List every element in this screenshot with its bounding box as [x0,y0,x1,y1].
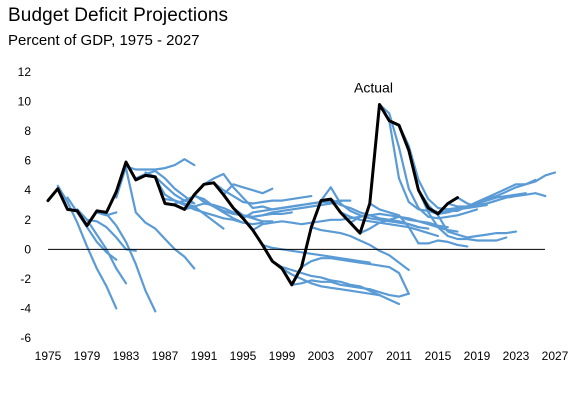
x-tick-label: 1991 [191,349,218,363]
projection-series-line [251,215,362,232]
projection-series-line [329,198,430,230]
projection-series-line [173,195,264,226]
chart-title: Budget Deficit Projections [8,5,229,26]
x-tick-label: 2023 [503,349,530,363]
projection-series-line [358,215,459,235]
y-tick-label: 0 [24,242,31,256]
projection-series-line [222,183,274,196]
y-tick-label: -4 [20,301,31,315]
x-tick-label: 2015 [425,349,452,363]
x-tick-label: 1987 [152,349,179,363]
y-tick-label: -6 [20,331,31,345]
actual-series-line [46,103,459,287]
x-tick-label: 2003 [308,349,335,363]
projection-series-line [378,103,479,220]
x-tick-label: 1983 [113,349,140,363]
projection-series-line [456,192,547,208]
projection-series-line [124,167,196,270]
x-tick-label: 1999 [269,349,296,363]
x-tick-label: 2019 [464,349,491,363]
annotation-actual: Actual [354,80,393,96]
y-tick-labels: -6 -4 -2 0 2 4 6 8 10 12 [18,65,32,345]
x-tick-label: 2011 [386,349,412,363]
projection-series-line [105,212,157,313]
projection-series-line [183,202,274,223]
projection-series-line [76,208,128,285]
projection-series-line [280,267,401,306]
y-tick-label: 12 [18,65,32,79]
x-tick-label: 2027 [542,349,569,363]
x-tick-labels: 1975 1979 1983 1987 1991 1995 1999 2003 2007 2011… [35,349,569,363]
projection-series-line [232,200,342,218]
projection-series-line [446,171,557,208]
y-tick-label: 10 [18,95,32,109]
projection-series-line [290,279,410,298]
actual-series-group [46,103,459,287]
y-tick-label: 2 [24,213,31,227]
y-tick-label: 6 [24,154,31,168]
series-group [56,103,557,313]
chart-subtitle: Percent of GDP, 1975 - 2027 [8,32,200,49]
projection-series-line [300,257,410,295]
y-tick-label: 8 [24,124,31,138]
y-tick-label: 4 [24,183,31,197]
projection-series-line [436,178,537,215]
x-tick-label: 2007 [347,349,374,363]
projection-series-line [212,181,313,205]
projection-series-line [56,184,118,310]
y-tick-label: -2 [20,272,31,286]
projection-series-line [310,226,410,272]
x-tick-label: 1995 [230,349,257,363]
x-tick-label: 1975 [35,349,62,363]
projection-series-line [368,202,469,248]
x-tick-label: 1979 [74,349,101,363]
